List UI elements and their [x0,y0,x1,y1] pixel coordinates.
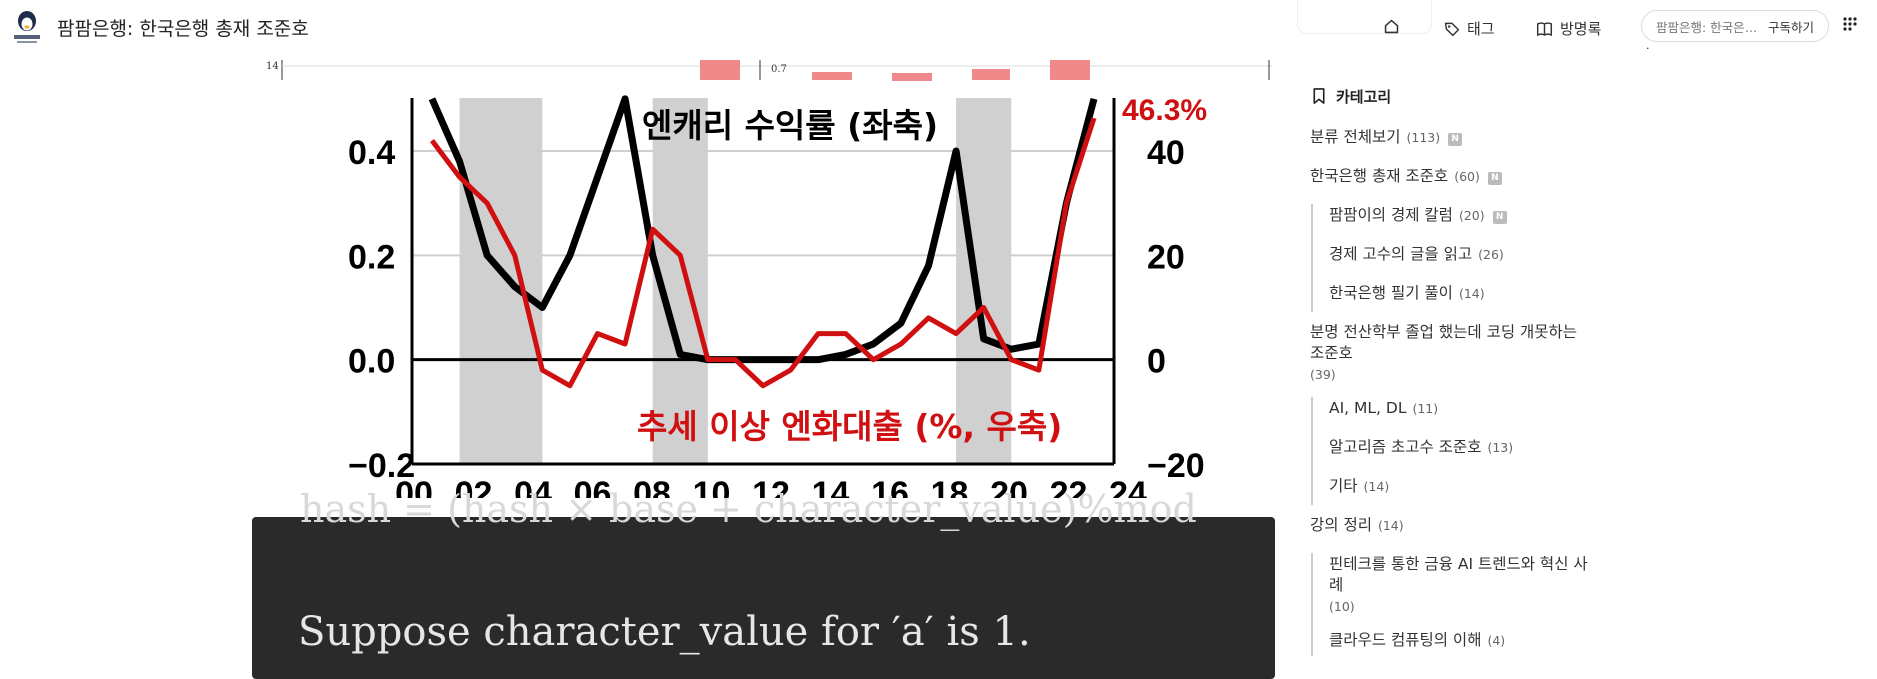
truncated-label: . [1646,39,1650,52]
category-item[interactable]: 알고리즘 초고수 조준호 (13) [1329,438,1514,456]
subcategory-group [1311,397,1329,505]
series-label-black: 엔캐리 수익률 (좌축) [642,106,938,145]
value-annotation: 46.3% [1122,94,1207,127]
strip-tick-mid: 0.7 [771,64,787,75]
series-label-red: 추세 이상 엔화대출 (%, 우축) [637,407,1062,446]
blog-title[interactable]: 팜팜은행: 한국은행 총재 조준호 [57,18,309,40]
right-tick-label: −20 [1147,447,1205,485]
nav-home[interactable] [1383,18,1400,35]
category-item[interactable]: 한국은행 총재 조준호 (60) N [1310,166,1502,187]
category-item[interactable]: 핀테크를 통한 금융 AI 트렌드와 혁신 사 례 (10) [1329,555,1588,614]
category-item[interactable]: 한국은행 필기 풀이 (14) [1329,284,1485,302]
category-item[interactable]: 기타 (14) [1329,477,1390,495]
right-tick-label: 40 [1147,134,1185,172]
right-tick-label: 0 [1147,343,1166,381]
subscribe-blog-name: 팜팜은행: 한국은행... [1656,19,1761,35]
book-icon [1536,21,1553,36]
code-line-main: Suppose character_value for ′a′ is 1. [298,609,1031,655]
category-item[interactable]: AI, ML, DL (11) [1329,399,1439,417]
code-block [252,517,1275,679]
ghost-panel [1297,0,1432,34]
label-clip [252,498,1275,517]
nav-tag[interactable]: 태그 [1444,18,1495,39]
shaded-period [459,98,543,464]
strip-bar [1050,60,1090,80]
new-badge: N [1492,211,1507,224]
category-item[interactable]: 경제 고수의 글을 읽고 (26) [1329,245,1504,263]
left-tick-label: 0.0 [348,343,395,381]
shaded-period [956,98,1012,464]
strip-bar [700,60,740,80]
left-tick-label: 0.4 [348,134,395,172]
strip-bar [892,73,932,81]
nav-guestbook-label: 방명록 [1560,20,1602,38]
category-heading: 카테고리 [1312,86,1391,107]
category-item[interactable]: 클라우드 컴퓨팅의 이해 (4) [1329,631,1506,649]
series-line-black [428,95,1098,364]
post-content: 14 0.7 0.4 0.2 0.0 −0.2 40 20 0 −20 00 02 04 06 08 10… [252,0,1275,679]
subscribe-box[interactable]: 팜팜은행: 한국은행... 구독하기 [1641,10,1829,42]
dots-grid-icon [1843,17,1857,31]
strip-tick-left: 14 [266,61,279,72]
blog-header: 팜팜은행: 한국은행 총재 조준호 태그 방명록 . 팜팜은행: 한국은행...… [0,0,1877,56]
tag-icon [1444,22,1460,36]
category-item[interactable]: 강의 정리 (14) [1310,516,1404,534]
category-item[interactable]: 분류 전체보기 (113) N [1310,127,1463,148]
subcategory-group [1311,204,1329,312]
new-badge: N [1487,172,1502,185]
left-tick-label: 0.2 [348,238,395,276]
blog-logo[interactable] [12,10,42,46]
left-tick-label: −0.2 [348,447,415,485]
category-heading-label: 카테고리 [1336,88,1392,106]
new-badge: N [1448,133,1463,146]
series-line-red [430,117,1097,389]
home-icon [1384,19,1399,34]
nav-tag-label: 태그 [1467,20,1495,38]
strip-bar [812,72,852,80]
category-item[interactable]: 팜팜이의 경제 칼럼 (20) N [1329,205,1507,226]
category-item[interactable]: 분명 전산학부 졸업 했는데 코딩 개못하는 조준호 (39) [1310,323,1578,382]
code-line-top: hash = (hash × base + character_value)%m… [300,487,1197,532]
subcategory-group [1311,553,1329,656]
menu-grid-button[interactable] [1838,14,1862,38]
subscribe-button[interactable]: 구독하기 [1768,19,1815,35]
right-tick-label: 20 [1147,238,1185,276]
bookmark-icon [1313,88,1325,104]
nav-guestbook[interactable]: 방명록 [1536,18,1601,39]
strip-bar [972,69,1010,80]
